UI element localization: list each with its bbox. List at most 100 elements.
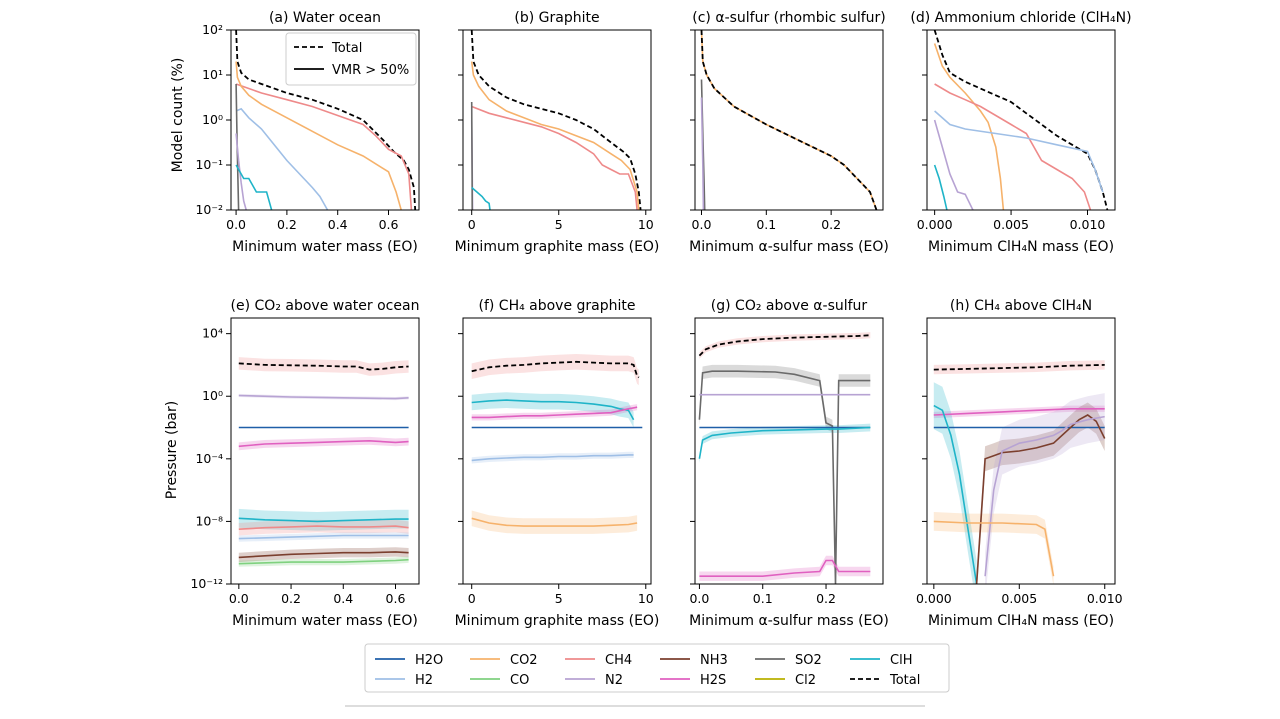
legend-label-so2: SO2 xyxy=(795,653,822,668)
series-b-so2 xyxy=(470,101,474,210)
series-c-co2 xyxy=(700,30,878,210)
series-a-h2 xyxy=(235,107,329,210)
series-f-co2 xyxy=(471,517,638,527)
xtick-label-a-0: 0.0 xyxy=(226,217,246,232)
panel-title-a: (a) Water ocean xyxy=(269,10,381,26)
legend-label-nh3: NH3 xyxy=(700,653,728,668)
legend-label-clh: ClH xyxy=(890,653,912,668)
panel-xlabel-h: Minimum ClH₄N mass (EO) xyxy=(928,613,1114,629)
series-d-n2 xyxy=(933,119,974,210)
series-a-ch4 xyxy=(235,83,413,210)
series-e-h2s xyxy=(238,439,409,448)
xtick-label-a-1: 0.2 xyxy=(277,217,297,232)
series-h-nh3 xyxy=(975,414,1106,584)
panel-xlabel-f: Minimum graphite mass (EO) xyxy=(455,613,660,629)
xtick-label-c-1: 0.1 xyxy=(756,217,776,232)
xtick-label-c-0: 0.0 xyxy=(692,217,712,232)
ytick-label-a-1: 10⁻¹ xyxy=(195,157,223,172)
axes-frame-c xyxy=(694,29,884,211)
xtick-label-f-1: 5 xyxy=(555,591,563,606)
axes-frame-d xyxy=(926,29,1116,211)
xtick-label-e-3: 0.6 xyxy=(386,591,406,606)
ytick-label-a-3: 10¹ xyxy=(202,67,223,82)
band-f-total xyxy=(471,354,639,386)
band-h-n2 xyxy=(985,393,1105,584)
y-label-top: Model count (%) xyxy=(170,58,186,173)
series-h-total xyxy=(933,364,1105,371)
legend-label-h2o: H2O xyxy=(415,653,443,668)
axes-frame-h xyxy=(926,317,1116,585)
series-f-h2s xyxy=(471,406,638,419)
xtick-label-c-2: 0.2 xyxy=(821,217,841,232)
panel-xlabel-d: Minimum ClH₄N mass (EO) xyxy=(928,239,1114,255)
series-b-total xyxy=(470,30,642,210)
band-h-co2 xyxy=(933,512,1054,584)
axes-frame-f xyxy=(462,317,652,585)
series-e-co xyxy=(238,558,409,565)
axes-frame-b xyxy=(462,29,652,211)
panel-a: 0.0 0.2 0.4 0.6 10⁻² 10⁻¹ 10⁰ 10¹ 10² (a) Water o… xyxy=(195,10,420,255)
bottom-legend-frame xyxy=(364,643,950,693)
series-f-total xyxy=(471,360,640,379)
band-e-clh xyxy=(238,508,409,531)
ytick-label-e-0: 10⁻¹² xyxy=(190,576,223,591)
xtick-label-h-2: 0.010 xyxy=(1087,591,1123,606)
series-e-ch4 xyxy=(238,525,409,530)
series-c-n2 xyxy=(700,97,705,210)
series-h-n2 xyxy=(984,415,1105,577)
band-h-clh xyxy=(933,382,977,584)
legend-label-ch4: CH4 xyxy=(605,653,632,668)
series-e-nh3 xyxy=(238,551,409,559)
panel-d: 0.000 0.005 0.010 (d) Ammonium chloride (Cl… xyxy=(910,10,1131,255)
legend-label-cl2: Cl2 xyxy=(795,673,816,688)
band-g-clh xyxy=(699,423,871,463)
ytick-label-a-4: 10² xyxy=(202,22,223,37)
series-e-h2 xyxy=(238,534,409,540)
panel-title-h: (h) CH₄ above ClH₄N xyxy=(950,298,1092,314)
legend-label-h2: H2 xyxy=(415,673,433,688)
band-e-nh3 xyxy=(238,547,409,563)
xtick-label-d-1: 0.005 xyxy=(993,217,1029,232)
band-f-h2 xyxy=(471,451,634,464)
panel-title-e: (e) CO₂ above water ocean xyxy=(231,298,420,314)
xtick-label-g-0: 0.0 xyxy=(689,591,709,606)
series-d-h2 xyxy=(934,110,1104,193)
axes-frame-e xyxy=(230,317,420,585)
legend-label-co2: CO2 xyxy=(510,653,538,668)
xtick-label-e-1: 0.2 xyxy=(281,591,301,606)
xtick-label-g-1: 0.1 xyxy=(753,591,773,606)
series-a-clh xyxy=(235,164,273,210)
legend-label-h2s: H2S xyxy=(700,673,726,688)
series-e-n2 xyxy=(238,394,409,400)
band-e-ch4 xyxy=(238,519,409,536)
series-f-h2 xyxy=(471,454,634,462)
series-a-n2 xyxy=(235,133,247,210)
y-label-bottom: Pressure (bar) xyxy=(164,401,180,499)
xtick-label-f-0: 0 xyxy=(468,591,476,606)
panel-c: 0.0 0.1 0.2 (c) α-sulfur (rhombic sulfur) Mi… xyxy=(689,10,889,255)
ytick-label-e-4: 10⁴ xyxy=(202,326,223,341)
series-b-clh xyxy=(471,186,491,210)
xtick-label-f-2: 10 xyxy=(638,591,654,606)
bottom-legend: H2O H2 CO2 CO CH4 N2 NH3 H2S SO2 Cl2 ClH Total xyxy=(364,643,950,693)
top-legend: Total VMR > 50% xyxy=(285,32,417,86)
panel-xlabel-g: Minimum α-sulfur mass (EO) xyxy=(689,613,889,629)
series-b-ch4 xyxy=(471,105,638,210)
band-g-so2 xyxy=(699,364,871,584)
band-g-total xyxy=(699,332,871,359)
series-d-total xyxy=(933,30,1109,210)
xtick-label-b-2: 10 xyxy=(638,217,654,232)
ytick-label-e-3: 10⁰ xyxy=(202,388,223,403)
panel-title-b: (b) Graphite xyxy=(514,10,599,26)
series-a-so2 xyxy=(235,83,240,210)
panel-title-f: (f) CH₄ above graphite xyxy=(478,298,635,314)
panel-xlabel-c: Minimum α-sulfur mass (EO) xyxy=(689,239,889,255)
panel-g: 0.0 0.1 0.2 (g) CO₂ above α-sulfur Minimum α… xyxy=(689,298,889,629)
xtick-label-e-2: 0.4 xyxy=(333,591,353,606)
panel-e: 0.0 0.2 0.4 0.6 10⁻¹² 10⁻⁸ 10⁻⁴ 10⁰ 10⁴ (e) CO₂ a… xyxy=(190,298,420,629)
panel-xlabel-b: Minimum graphite mass (EO) xyxy=(455,239,660,255)
panel-title-d: (d) Ammonium chloride (ClH₄N) xyxy=(910,10,1131,26)
series-c-total xyxy=(700,30,878,210)
xtick-label-b-0: 0 xyxy=(468,217,476,232)
